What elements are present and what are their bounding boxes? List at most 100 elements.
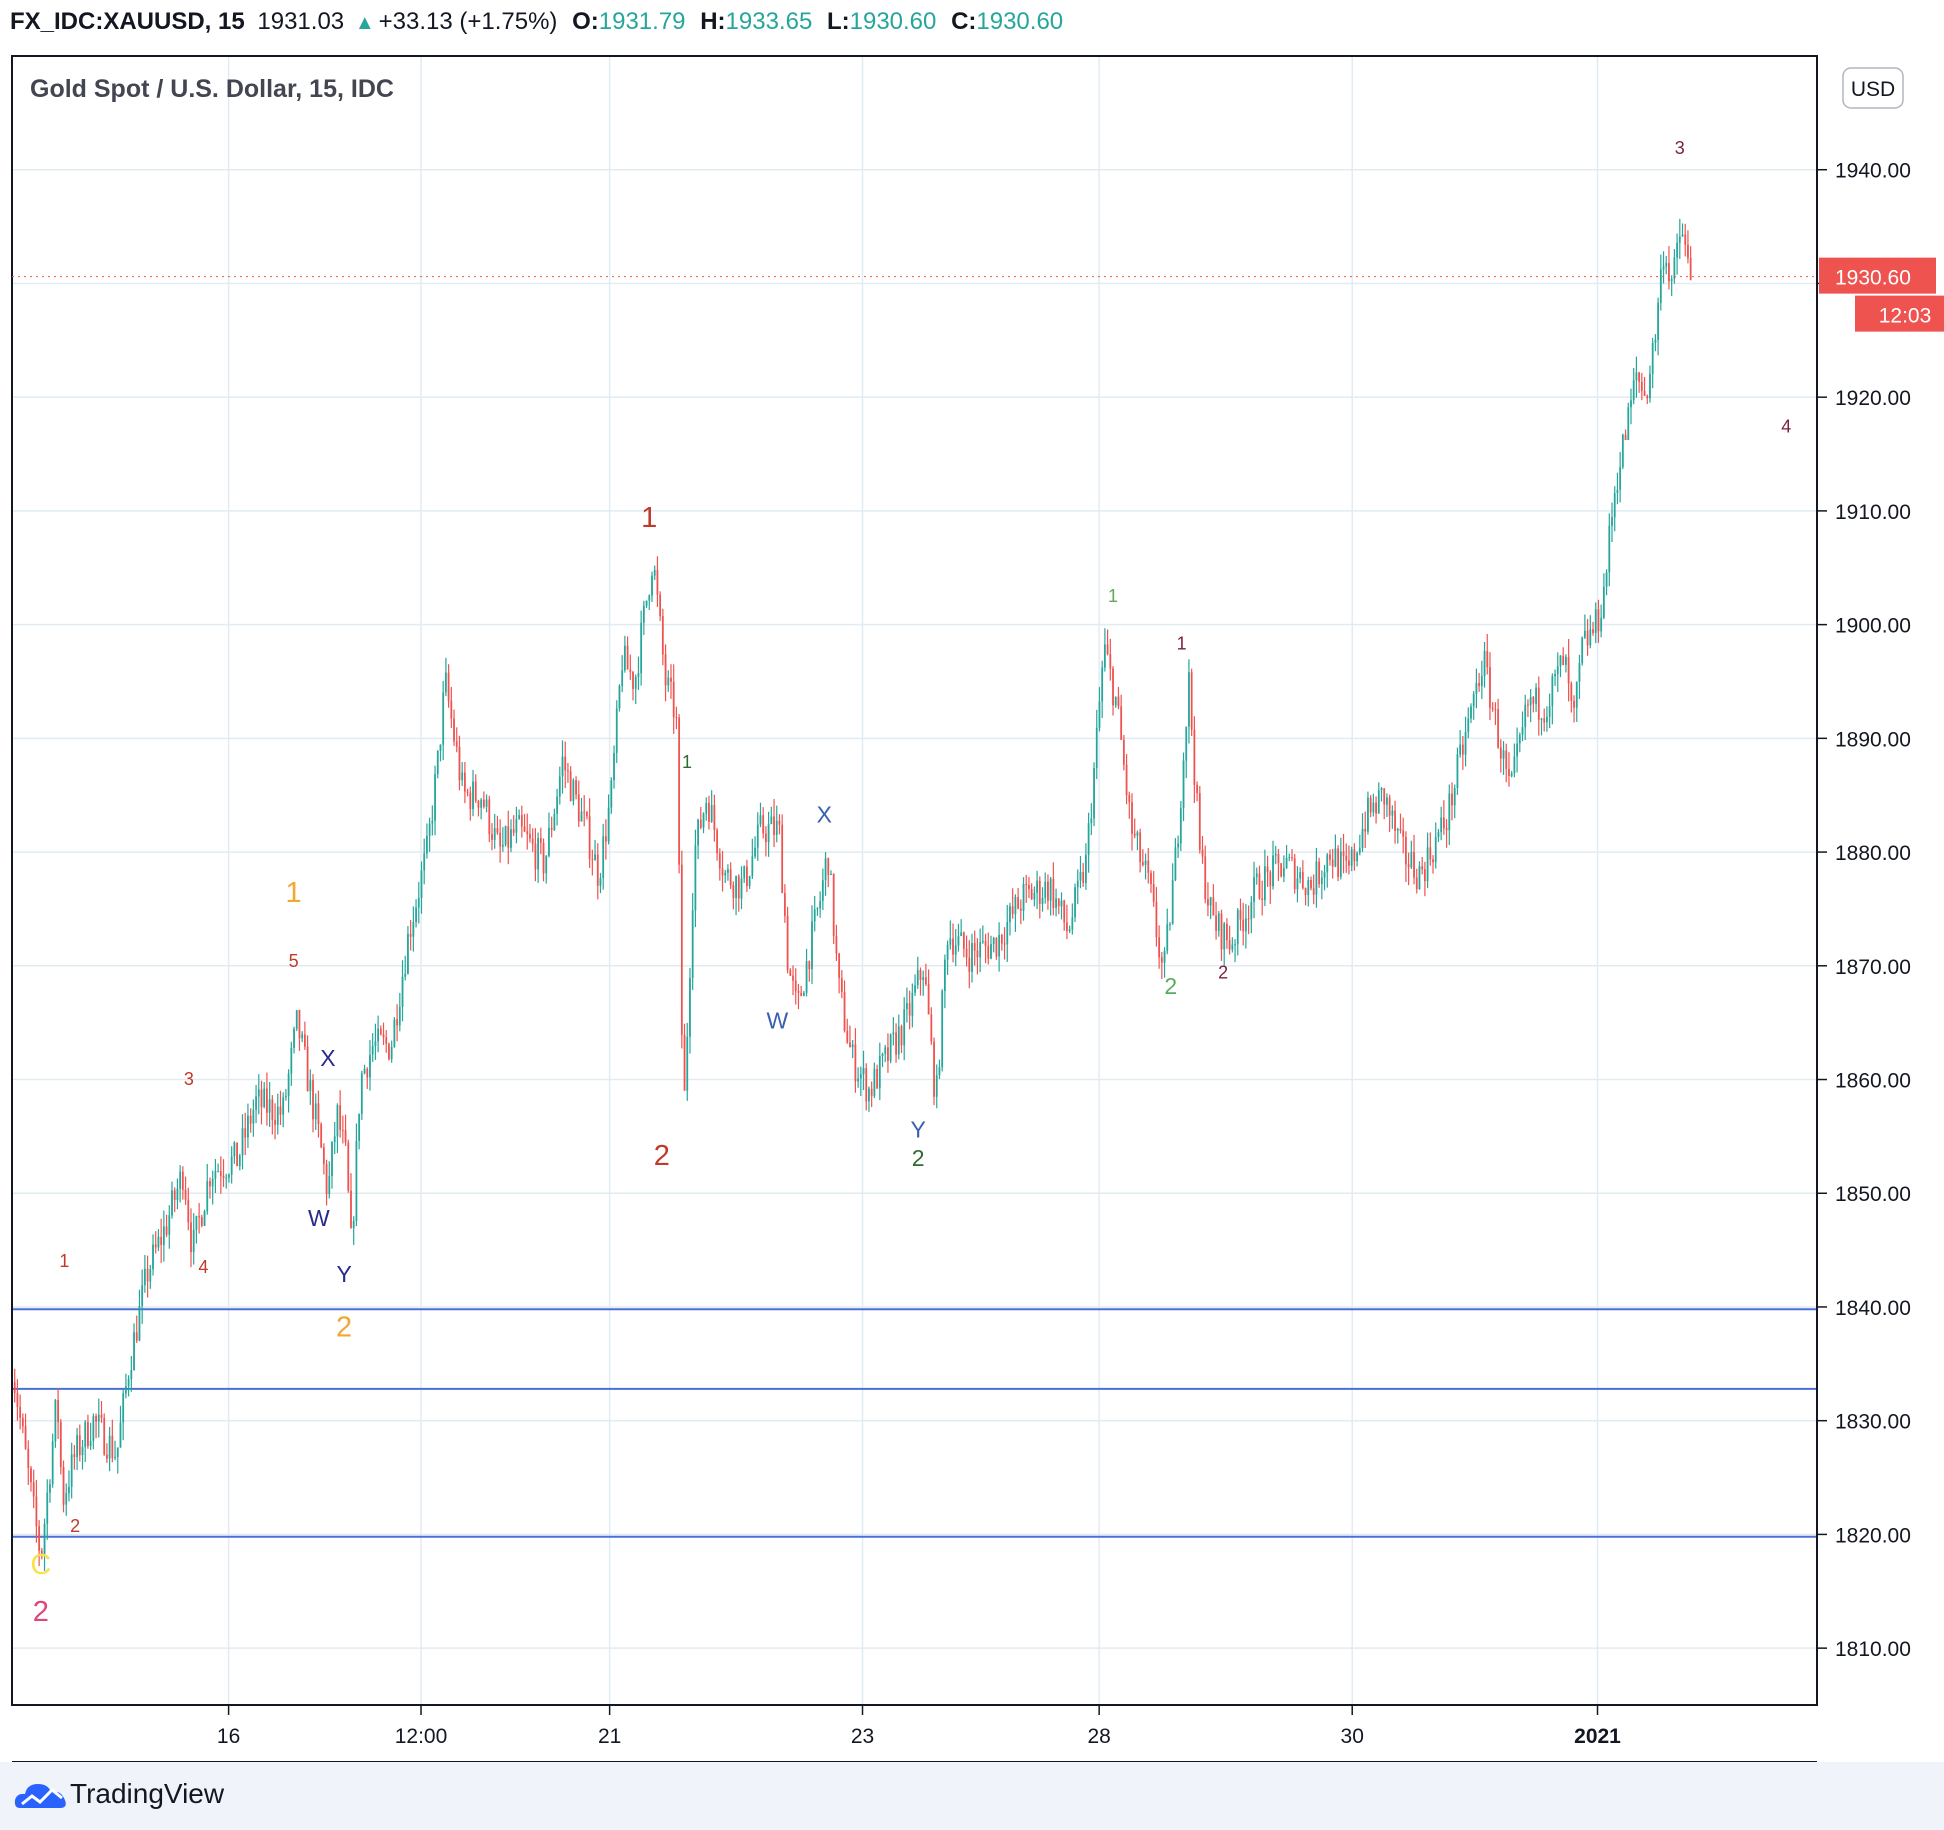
candle-body — [938, 1067, 941, 1076]
candle-body — [1158, 937, 1161, 958]
candle-body — [1169, 924, 1171, 926]
wave-label[interactable]: 2 — [1218, 962, 1228, 982]
candle-body — [1109, 654, 1112, 669]
candle-body — [1150, 872, 1152, 884]
candle-body — [1380, 788, 1383, 791]
wave-label[interactable]: 2 — [70, 1516, 80, 1536]
candle-body — [1391, 810, 1394, 816]
candle-body — [881, 1053, 884, 1057]
candle-body — [1668, 263, 1670, 282]
candle-body — [770, 816, 773, 825]
candle-body — [1288, 857, 1291, 859]
tradingview-brand[interactable]: TradingView — [70, 1778, 225, 1809]
candle-body — [615, 708, 618, 754]
wave-label[interactable]: 5 — [289, 951, 299, 971]
candle-body — [51, 1441, 54, 1485]
wave-label[interactable]: X — [817, 802, 832, 828]
wave-label[interactable]: W — [766, 1007, 788, 1033]
candle-body — [426, 835, 428, 854]
candle-body — [832, 873, 835, 936]
candle-body — [1245, 918, 1247, 932]
candle-body — [252, 1109, 255, 1124]
wave-label[interactable]: Y — [336, 1261, 351, 1287]
wave-label[interactable]: 2 — [654, 1140, 670, 1172]
wave-label[interactable]: 2 — [1164, 973, 1177, 999]
time-axis[interactable]: 16 12:00 21 23 28 30 2021 — [12, 1705, 1817, 1762]
candle-body — [792, 975, 794, 981]
candle-body — [455, 741, 458, 747]
candle-body — [678, 717, 681, 865]
candle-body — [1627, 407, 1630, 441]
wave-label[interactable]: 3 — [1675, 138, 1685, 158]
candle-body — [1342, 851, 1345, 856]
candle-body — [569, 771, 572, 801]
candle-body — [1358, 848, 1361, 853]
candle-body — [588, 816, 591, 860]
wave-label[interactable]: 1 — [682, 752, 692, 772]
candle-body — [1329, 854, 1331, 860]
candle-body — [1047, 881, 1049, 901]
candle-body — [1537, 687, 1540, 720]
wave-label[interactable]: 1 — [641, 502, 657, 534]
wave-label[interactable]: 1 — [59, 1251, 69, 1271]
candle-body — [461, 772, 464, 781]
candle-body — [596, 854, 599, 886]
wave-label[interactable]: W — [308, 1205, 330, 1231]
wave-label[interactable]: C — [30, 1549, 51, 1581]
candle-body — [900, 1026, 903, 1046]
wave-label[interactable]: 4 — [1781, 416, 1791, 436]
wave-label[interactable]: 1 — [1108, 586, 1118, 606]
candle-body — [1250, 901, 1253, 920]
wave-label[interactable]: 1 — [286, 877, 302, 909]
candle-body — [1616, 489, 1619, 494]
candle-body — [325, 1163, 328, 1195]
price-axis[interactable]: 1810.00 1820.00 1830.00 1840.00 1850.00 1860.… — [1817, 160, 1911, 1661]
candle-body — [1272, 855, 1274, 887]
candle-body — [740, 878, 743, 899]
candle-body — [1578, 663, 1581, 682]
currency-badge[interactable]: USD — [1842, 67, 1904, 109]
candle-body — [1234, 944, 1236, 946]
candle-body — [336, 1105, 339, 1137]
candle-body — [694, 845, 697, 911]
candle-body — [648, 595, 651, 601]
candle-body — [553, 813, 556, 830]
candle-body — [398, 1006, 401, 1026]
candle-body — [1299, 872, 1302, 879]
candle-body — [1486, 651, 1489, 668]
y-tick-label: 1890.00 — [1835, 728, 1911, 751]
candle-body — [765, 833, 767, 843]
wave-label[interactable]: 2 — [912, 1145, 925, 1171]
candle-body — [1082, 872, 1085, 883]
candle-body — [217, 1171, 220, 1173]
wave-label[interactable]: 4 — [198, 1257, 208, 1277]
candle-body — [1003, 943, 1006, 945]
symbol-label[interactable]: FX_IDC:XAUUSD, 15 — [10, 8, 245, 35]
candle-body — [607, 807, 610, 842]
candle-body — [1323, 872, 1326, 878]
candle-body — [507, 826, 510, 848]
wave-label[interactable]: 2 — [33, 1596, 49, 1628]
candle-body — [1326, 854, 1329, 873]
candle-body — [1066, 922, 1068, 932]
wave-label[interactable]: 3 — [184, 1069, 194, 1089]
wave-label[interactable]: X — [320, 1045, 335, 1071]
candle-body — [379, 1028, 382, 1035]
candle-body — [919, 970, 922, 981]
wave-label[interactable]: 1 — [1177, 634, 1187, 654]
y-tick-label: 1910.00 — [1835, 501, 1911, 524]
wave-label[interactable]: Y — [910, 1117, 925, 1143]
wave-label[interactable]: 2 — [336, 1312, 352, 1344]
chart-title: Gold Spot / U.S. Dollar, 15, IDC — [30, 75, 394, 103]
candle-body — [1619, 467, 1622, 490]
candle-body — [263, 1088, 266, 1107]
y-tick-label: 1820.00 — [1835, 1524, 1911, 1547]
candle-body — [613, 753, 615, 781]
candle-body — [1296, 878, 1299, 890]
candle-body — [371, 1045, 374, 1055]
candle-body — [1638, 372, 1641, 382]
candle-body — [1207, 899, 1209, 906]
candle-body — [16, 1392, 19, 1408]
candle-body — [322, 1147, 325, 1164]
